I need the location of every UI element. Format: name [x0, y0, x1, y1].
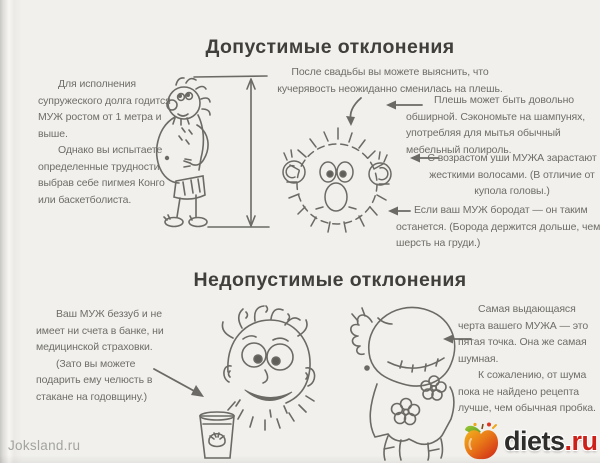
note-loud-seat: Самая выдающаяся черта вашего МУЖА — это… — [458, 301, 598, 417]
note-baldness: Плешь может быть довольно обширной. Сэко… — [406, 94, 586, 156]
left-arrow-icon — [386, 205, 412, 217]
apple-logo-icon — [464, 422, 499, 460]
page-scan-edge — [0, 0, 22, 463]
hairy-face-illustration — [280, 110, 396, 250]
diets-logo: diets.ru — [462, 421, 598, 461]
bent-figure-illustration — [332, 288, 464, 462]
height-measure-arrow — [193, 75, 270, 228]
left-arrow-icon — [441, 333, 473, 345]
note-loud-seat-p1: Самая выдающаяся черта вашего МУЖА — это… — [458, 303, 589, 365]
caveman-drawing — [155, 75, 270, 228]
caveman-illustration — [146, 70, 274, 238]
brand-tld: .ru — [564, 425, 599, 456]
section-title-unacceptable: Недопустимые отклонения — [193, 269, 467, 291]
toothless-man-illustration — [182, 292, 338, 462]
brand-name: diets — [504, 425, 565, 456]
flower-motif — [420, 375, 447, 401]
note-toothless-p2: (Зато вы можете подарить ему челюсть в с… — [36, 357, 153, 403]
diagonal-arrow-icon — [152, 366, 210, 402]
note-baldness-intro: После свадьбы вы можете выяснить, что ку… — [277, 66, 503, 95]
flower-motif — [390, 397, 421, 426]
bent-figure-drawing — [350, 306, 456, 461]
section-title-allowed: Допустимые отклонения — [205, 36, 455, 58]
note-loud-seat-p2: К сожалению, от шума пока не найдено рец… — [458, 369, 596, 414]
note-height: Для исполнения супружеского долга годитс… — [38, 76, 172, 208]
denture-glass — [199, 411, 235, 459]
brand-text: diets.ru — [504, 426, 598, 457]
toothless-man-drawing — [199, 305, 316, 459]
hairy-face-drawing — [282, 127, 392, 233]
note-beard: Если ваш МУЖ бородат — он таким останетс… — [396, 204, 600, 249]
watermark-joksland: Joksland.ru — [8, 438, 81, 453]
note-toothless: Ваш МУЖ беззуб и не имеет ни счета в бан… — [36, 306, 178, 405]
left-arrow-icon — [408, 152, 440, 164]
curved-down-arrow-icon — [340, 96, 366, 128]
page-bottom-shade — [0, 455, 600, 463]
note-height-p2: Однако вы испытаете определенные труднос… — [38, 144, 165, 206]
left-arrow-icon — [384, 99, 424, 111]
note-toothless-p1: Ваш МУЖ беззуб и не имеет ни счета в бан… — [36, 308, 164, 353]
note-ears: С возрастом уши МУЖА зарастают жесткими … — [427, 152, 597, 197]
note-height-p1: Для исполнения супружеского долга годитс… — [38, 78, 171, 140]
